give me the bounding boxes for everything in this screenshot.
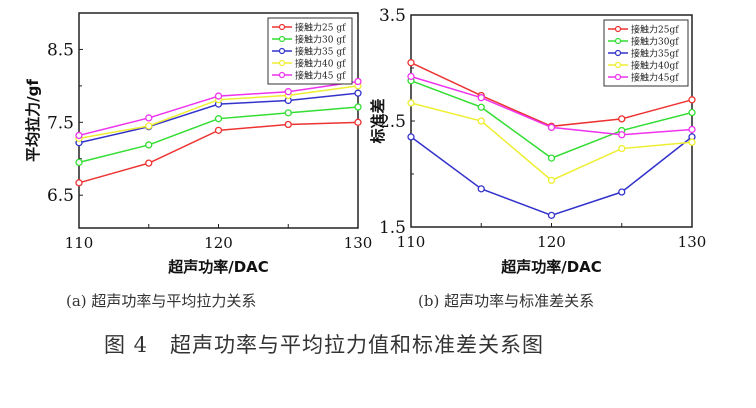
y-tick-label: 7.5 [47,113,74,133]
data-point [354,118,362,126]
x-tick-label: 110 [65,234,94,252]
x-tick-label: 110 [397,233,426,251]
legend-marker [278,35,286,43]
data-point [407,59,415,67]
figure-title: 图 4 超声功率与平均拉力值和标准差关系图 [104,333,545,357]
x-tick-label: 120 [204,234,233,252]
data-point [688,96,696,104]
data-point [688,108,696,117]
data-point [618,188,626,196]
y-axis-label: 标准差 [369,98,387,144]
data-point [547,176,556,185]
legend-label: 接触力35gf [631,48,679,60]
data-point [477,103,485,111]
data-point [214,92,223,100]
data-point [354,103,362,111]
legend-marker [614,61,622,69]
data-point [407,99,415,107]
data-point [618,115,626,123]
legend-marker [614,25,622,33]
x-tick-label: 120 [537,233,566,251]
data-point [145,141,153,149]
legend-label: 接触力45 gf [295,70,346,82]
y-axis-label: 平均拉力/gf [24,79,42,162]
data-point [547,154,556,162]
legend-label: 接触力30 gf [295,34,346,46]
legend-marker [614,37,622,45]
legend-label: 接触力30gf [631,36,679,48]
y-tick-label: 1.5 [379,218,406,238]
legend-marker [278,59,286,67]
data-point [477,117,485,125]
data-point [284,120,292,129]
data-point [477,94,485,102]
data-point [688,138,696,146]
data-point [145,114,153,122]
data-point [407,72,415,81]
caption-a: (a) 超声功率与平均拉力关系 [66,292,257,310]
legend-label: 接触力35 gf [295,46,346,58]
data-point [547,211,556,219]
chart-b: 110 120 1301.52.53.5超声功率/DAC标准差接触力25gf接触力3… [369,6,706,276]
y-tick-label: 3.5 [379,6,406,26]
data-point [145,122,153,130]
data-point [214,115,223,123]
legend-label: 接触力25gf [631,24,679,36]
data-point [214,126,223,134]
data-point [354,89,362,97]
x-axis-label: 超声功率/DAC [500,258,602,276]
data-point [407,133,415,141]
data-point [354,77,362,86]
y-tick-label: 8.5 [47,40,74,60]
data-point [75,131,83,140]
chart-a: 110 120 130 6.5 7.5 8.5 超声功率/DAC 平均拉力/gf 接触力25 g… [24,12,373,276]
y-tick-label: 6.5 [47,186,74,206]
data-point [75,179,83,187]
caption-b: (b) 超声功率与标准差关系 [418,292,595,310]
legend-marker [614,49,622,57]
data-point [618,144,626,153]
data-point [688,125,696,134]
x-tick-label: 130 [678,233,707,251]
x-axis-label: 超声功率/DAC [167,258,269,276]
legend-label: 接触力25 gf [295,22,346,34]
data-point [618,131,626,139]
legend-label: 接触力40gf [631,60,679,72]
legend-label: 接触力45gf [631,72,679,84]
data-point [145,159,153,167]
legend-marker [278,23,286,31]
y-tick-label: 2.5 [379,112,406,132]
x-tick-label: 130 [344,234,373,252]
data-point [284,88,292,96]
data-point [547,123,556,132]
legend-marker [278,47,286,55]
legend-marker [614,73,622,81]
legend-marker [278,71,286,79]
data-point [75,158,83,167]
legend-label: 接触力40 gf [295,58,346,70]
data-point [284,109,292,117]
data-point [477,185,485,193]
